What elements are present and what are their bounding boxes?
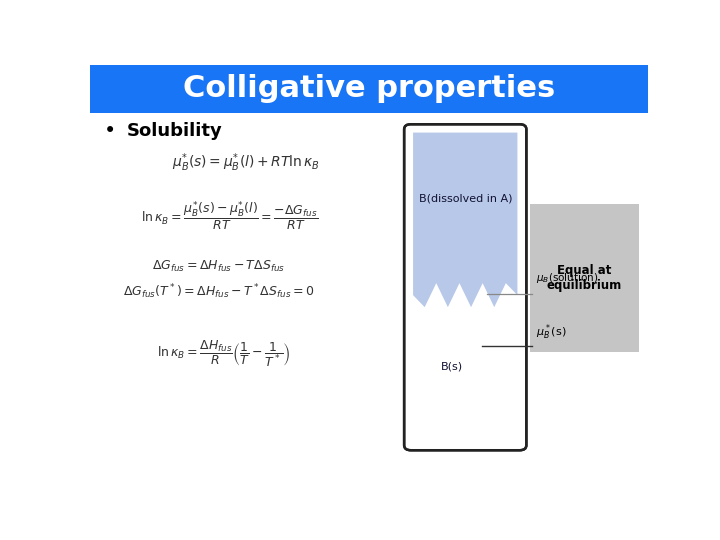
Text: •: • — [104, 122, 116, 141]
Text: $\Delta G_{fus}(T^*) = \Delta H_{fus} - T^* \Delta S_{fus} = 0$: $\Delta G_{fus}(T^*) = \Delta H_{fus} - … — [122, 282, 314, 301]
Text: Equal at
equilibrium: Equal at equilibrium — [546, 264, 622, 292]
Text: B(s): B(s) — [441, 361, 463, 372]
Polygon shape — [413, 133, 518, 307]
Text: $\mu_B$(solution): $\mu_B$(solution) — [536, 271, 598, 285]
Text: $\ln \kappa_B = \dfrac{\mu_B^{*}(s) - \mu_B^{*}(l)}{RT} = \dfrac{-\Delta G_{fus}: $\ln \kappa_B = \dfrac{\mu_B^{*}(s) - \m… — [141, 200, 318, 233]
Text: $\Delta G_{fus} = \Delta H_{fus} - T\Delta S_{fus}$: $\Delta G_{fus} = \Delta H_{fus} - T\Del… — [152, 259, 285, 274]
FancyBboxPatch shape — [404, 124, 526, 450]
FancyBboxPatch shape — [90, 65, 648, 113]
Text: Colligative properties: Colligative properties — [183, 74, 555, 103]
FancyBboxPatch shape — [530, 204, 639, 352]
Text: $\mu_B^*$(s): $\mu_B^*$(s) — [536, 322, 567, 342]
Text: $\ln \kappa_B = \dfrac{\Delta H_{fus}}{R}\left(\dfrac{1}{T} - \dfrac{1}{T^*}\rig: $\ln \kappa_B = \dfrac{\Delta H_{fus}}{R… — [157, 339, 291, 369]
Text: B(dissolved in A): B(dissolved in A) — [418, 194, 512, 204]
Text: Solubility: Solubility — [126, 123, 222, 140]
Text: $\mu_B^{*}(s) = \mu_B^{*}(l) + RT \ln \kappa_B$: $\mu_B^{*}(s) = \mu_B^{*}(l) + RT \ln \k… — [172, 151, 320, 174]
